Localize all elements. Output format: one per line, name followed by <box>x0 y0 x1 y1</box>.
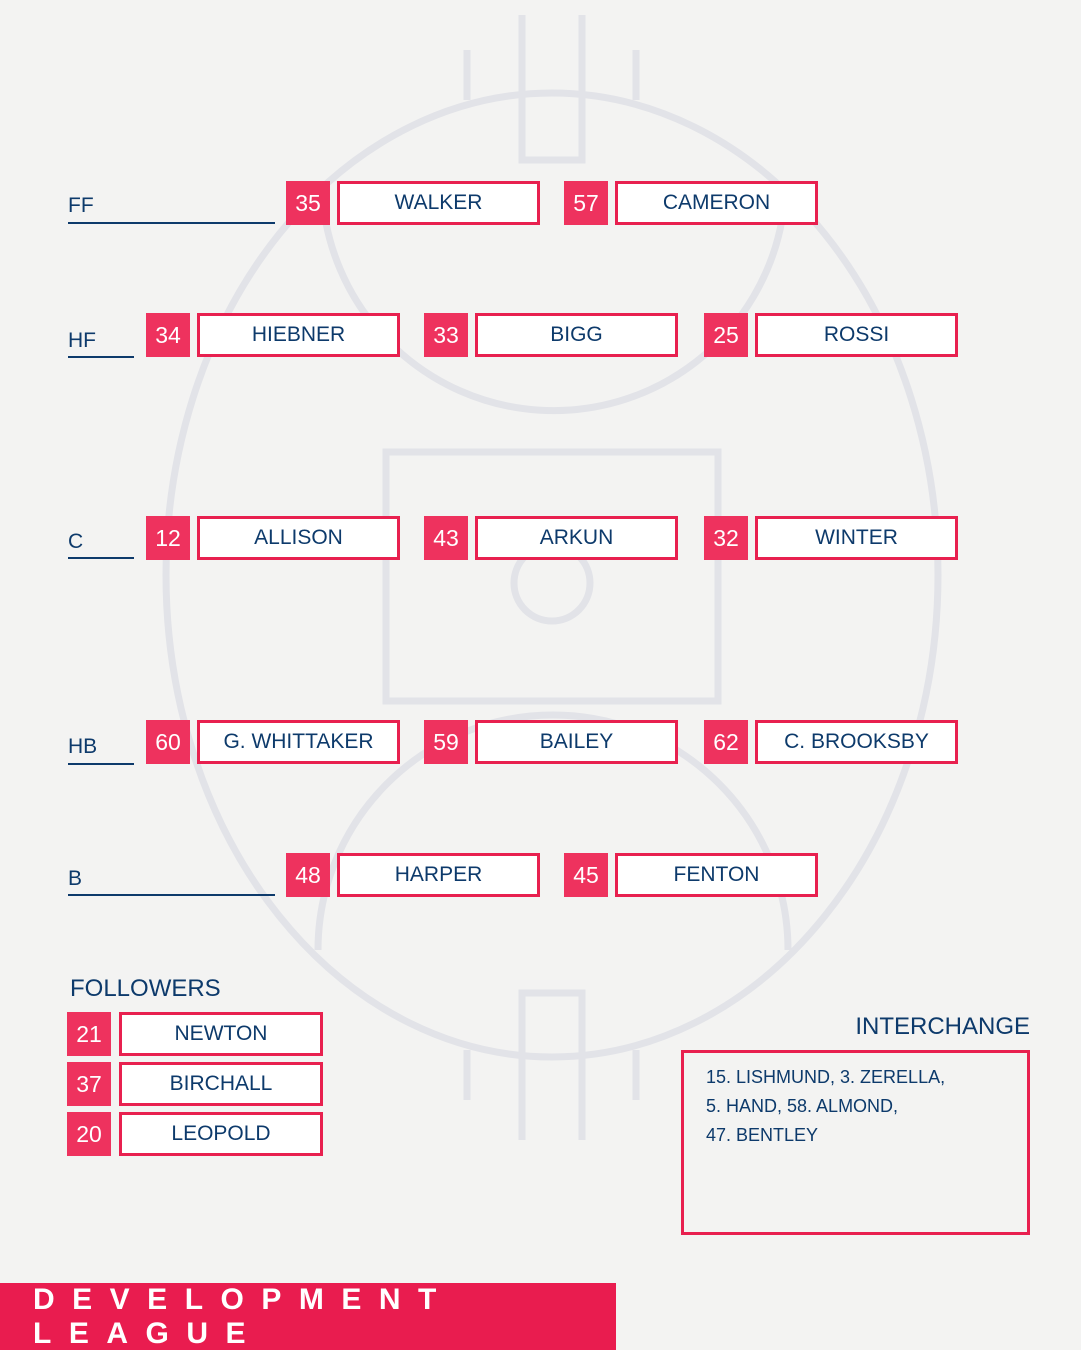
interchange-line: 5. HAND, 58. ALMOND, <box>706 1096 899 1116</box>
interchange-line: 47. BENTLEY <box>706 1125 819 1145</box>
player-number: 57 <box>564 181 608 225</box>
footer-banner: DEVELOPMENT LEAGUE <box>0 1283 616 1350</box>
line-underline <box>68 557 134 559</box>
player-name: LEOPOLD <box>119 1112 323 1156</box>
player-name: WALKER <box>337 181 540 225</box>
line-label-ff: FF <box>68 194 94 217</box>
player-number: 34 <box>146 313 190 357</box>
player-name: HIEBNER <box>197 313 400 357</box>
player-number: 32 <box>704 516 748 560</box>
line-label-b: B <box>68 867 83 890</box>
player-name: CAMERON <box>615 181 818 225</box>
player-name: WINTER <box>755 516 958 560</box>
line-underline <box>68 356 134 358</box>
interchange-title: INTERCHANGE <box>855 1013 1030 1040</box>
followers-title: FOLLOWERS <box>70 975 221 1002</box>
player-name: C. BROOKSBY <box>755 720 958 764</box>
player-number: 60 <box>146 720 190 764</box>
player-number: 45 <box>564 853 608 897</box>
line-underline <box>68 222 275 224</box>
player-number: 48 <box>286 853 330 897</box>
line-underline <box>68 894 275 896</box>
player-number: 20 <box>67 1112 111 1156</box>
player-name: ALLISON <box>197 516 400 560</box>
player-name: HARPER <box>337 853 540 897</box>
player-name: ROSSI <box>755 313 958 357</box>
player-name: FENTON <box>615 853 818 897</box>
player-number: 43 <box>424 516 468 560</box>
player-name: BAILEY <box>475 720 678 764</box>
player-name: BIGG <box>475 313 678 357</box>
line-label-c: C <box>68 530 84 553</box>
interchange-line: 15. LISHMUND, 3. ZERELLA, <box>706 1067 946 1087</box>
player-name: NEWTON <box>119 1012 323 1056</box>
player-number: 21 <box>67 1012 111 1056</box>
player-number: 35 <box>286 181 330 225</box>
player-number: 62 <box>704 720 748 764</box>
player-number: 25 <box>704 313 748 357</box>
player-name: G. WHITTAKER <box>197 720 400 764</box>
player-number: 33 <box>424 313 468 357</box>
player-name: BIRCHALL <box>119 1062 323 1106</box>
player-number: 37 <box>67 1062 111 1106</box>
interchange-box: 15. LISHMUND, 3. ZERELLA, 5. HAND, 58. A… <box>681 1050 1030 1235</box>
player-number: 59 <box>424 720 468 764</box>
line-underline <box>68 763 134 765</box>
line-label-hb: HB <box>68 735 98 758</box>
line-label-hf: HF <box>68 329 96 352</box>
player-name: ARKUN <box>475 516 678 560</box>
player-number: 12 <box>146 516 190 560</box>
